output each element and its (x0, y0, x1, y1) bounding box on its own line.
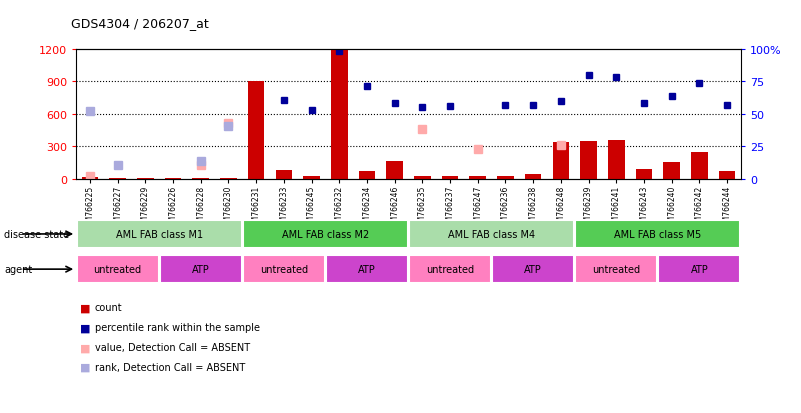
Bar (691, 152, 708, 180)
Bar (243, 221, 408, 248)
Bar (159, 256, 242, 283)
Text: untreated: untreated (94, 264, 142, 275)
Bar (663, 162, 680, 180)
Bar (525, 174, 541, 180)
Bar (359, 172, 375, 180)
Bar (469, 176, 486, 180)
Bar (575, 221, 740, 248)
Bar (409, 221, 574, 248)
Text: ■: ■ (80, 303, 91, 313)
Bar (137, 178, 154, 180)
Bar (82, 178, 99, 180)
Bar (575, 256, 658, 283)
Bar (658, 256, 740, 283)
Bar (492, 256, 574, 283)
Bar (77, 221, 242, 248)
Bar (276, 171, 292, 180)
Text: ATP: ATP (192, 264, 210, 275)
Bar (414, 176, 431, 180)
Bar (77, 256, 159, 283)
Text: disease state: disease state (4, 229, 69, 240)
Text: untreated: untreated (592, 264, 640, 275)
Text: ATP: ATP (358, 264, 376, 275)
Text: ATP: ATP (690, 264, 708, 275)
Bar (442, 176, 458, 180)
Bar (718, 172, 735, 180)
Text: percentile rank within the sample: percentile rank within the sample (95, 323, 260, 332)
Text: value, Detection Call = ABSENT: value, Detection Call = ABSENT (95, 342, 250, 352)
Text: count: count (95, 303, 122, 313)
Bar (248, 82, 264, 180)
Text: rank, Detection Call = ABSENT: rank, Detection Call = ABSENT (95, 362, 245, 372)
Text: untreated: untreated (426, 264, 474, 275)
Text: agent: agent (4, 264, 32, 275)
Bar (220, 178, 237, 180)
Bar (386, 161, 403, 180)
Text: ■: ■ (80, 323, 91, 332)
Bar (636, 170, 652, 180)
Text: untreated: untreated (260, 264, 308, 275)
Bar (409, 256, 491, 283)
Bar (608, 140, 625, 180)
Bar (580, 142, 597, 180)
Text: AML FAB class M4: AML FAB class M4 (448, 229, 535, 240)
Text: ■: ■ (80, 362, 91, 372)
Bar (243, 256, 325, 283)
Bar (109, 178, 126, 180)
Text: GDS4304 / 206207_at: GDS4304 / 206207_at (71, 17, 209, 29)
Bar (497, 176, 513, 180)
Bar (304, 176, 320, 180)
Text: AML FAB class M2: AML FAB class M2 (282, 229, 369, 240)
Bar (331, 50, 348, 180)
Text: AML FAB class M5: AML FAB class M5 (614, 229, 702, 240)
Bar (165, 178, 181, 180)
Bar (192, 178, 209, 180)
Text: ATP: ATP (525, 264, 542, 275)
Text: AML FAB class M1: AML FAB class M1 (115, 229, 203, 240)
Text: ■: ■ (80, 342, 91, 352)
Bar (326, 256, 408, 283)
Bar (553, 143, 570, 180)
